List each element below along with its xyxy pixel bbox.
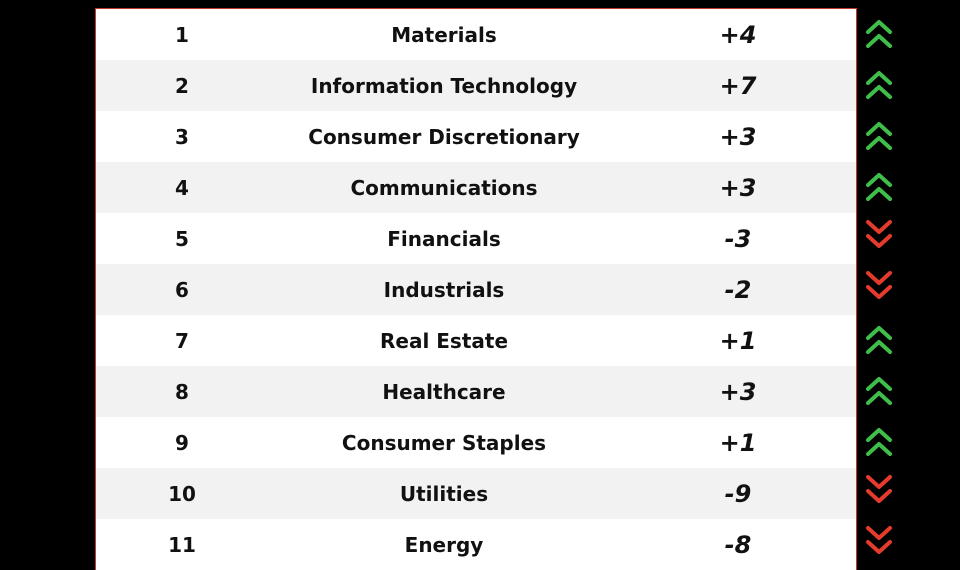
rank-change: -8	[724, 530, 752, 559]
sector-name: Real Estate	[379, 328, 509, 353]
up-arrow-icon	[866, 428, 892, 456]
rank: 2	[175, 73, 189, 98]
down-arrow-icon	[866, 475, 892, 503]
sector-name: Consumer Discretionary	[308, 124, 580, 149]
rank: 9	[175, 430, 189, 455]
rank: 11	[168, 532, 196, 557]
down-arrow-icon	[866, 526, 892, 554]
up-arrow-icon	[866, 173, 892, 201]
up-arrow-icon	[866, 377, 892, 405]
sector-name: Industrials	[383, 277, 505, 302]
chevron	[866, 489, 892, 503]
rank-change: -2	[724, 275, 752, 304]
chevron	[866, 391, 892, 405]
table-row: 10 Utilities -9	[96, 468, 856, 519]
rank: 4	[175, 175, 189, 200]
chevron	[866, 234, 892, 248]
sector-name: Financials	[387, 226, 501, 251]
rank: 1	[175, 22, 189, 47]
sector-name: Materials	[391, 22, 497, 47]
chevron	[866, 285, 892, 299]
chevron	[866, 122, 892, 136]
sector-name: Consumer Staples	[341, 430, 547, 455]
ranking-table: 1 Materials +4 2 Information Technology +7 3 Co…	[95, 8, 857, 570]
rank: 3	[175, 124, 189, 149]
chevron	[866, 442, 892, 456]
rank: 8	[175, 379, 189, 404]
chevron	[866, 428, 892, 442]
rank-change: +3	[719, 122, 757, 151]
chevron	[866, 340, 892, 354]
table-row: 9 Consumer Staples +1	[96, 417, 856, 468]
chevron	[866, 20, 892, 34]
chevron	[866, 34, 892, 48]
chevron	[866, 136, 892, 150]
chevron	[866, 85, 892, 99]
table-row: 4 Communications +3	[96, 162, 856, 213]
rank-change: -3	[724, 224, 752, 253]
up-arrow-icon	[866, 326, 892, 354]
rank-change: -9	[724, 479, 752, 508]
rank-change: +1	[719, 428, 757, 457]
sector-name: Utilities	[399, 481, 489, 506]
chevron	[866, 475, 892, 489]
table-row: 1 Materials +4	[96, 9, 856, 60]
table-row: 7 Real Estate +1	[96, 315, 856, 366]
down-arrow-icon	[866, 220, 892, 248]
chevron	[866, 271, 892, 285]
rank-change: +3	[719, 377, 757, 406]
rank-change: +4	[719, 20, 757, 49]
chevron	[866, 187, 892, 201]
table-row: 3 Consumer Discretionary +3	[96, 111, 856, 162]
table-row: 2 Information Technology +7	[96, 60, 856, 111]
rank-change: +1	[719, 326, 757, 355]
rank: 5	[175, 226, 189, 251]
up-arrow-icon	[866, 20, 892, 48]
table-row: 8 Healthcare +3	[96, 366, 856, 417]
chevron	[866, 540, 892, 554]
up-arrow-icon	[866, 71, 892, 99]
sector-name: Information Technology	[310, 73, 578, 98]
sector-name: Healthcare	[382, 379, 506, 404]
rank: 7	[175, 328, 189, 353]
chevron	[866, 377, 892, 391]
chevron	[866, 220, 892, 234]
screen: {"table": {"rows": [ ["1", "Materials", …	[95, 8, 892, 570]
sector-name: Energy	[404, 532, 484, 557]
table-row: 5 Financials -3	[96, 213, 856, 264]
sector-name: Communications	[350, 175, 538, 200]
rank: 6	[175, 277, 189, 302]
chevron	[866, 173, 892, 187]
chevron	[866, 526, 892, 540]
rank-change: +3	[719, 173, 757, 202]
chevron	[866, 71, 892, 85]
rank: 10	[168, 481, 196, 506]
table-row: 11 Energy -8	[96, 519, 856, 570]
chevron	[866, 326, 892, 340]
trend-icons	[862, 8, 896, 569]
down-arrow-icon	[866, 271, 892, 299]
up-arrow-icon	[866, 122, 892, 150]
table-row: 6 Industrials -2	[96, 264, 856, 315]
rank-change: +7	[719, 71, 757, 100]
